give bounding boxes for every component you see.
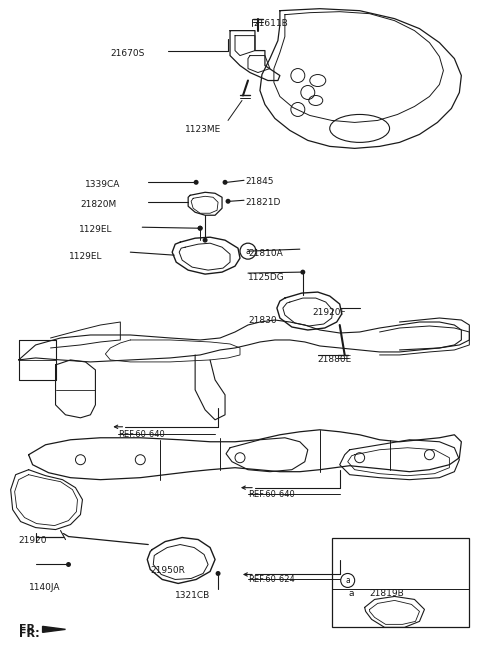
Text: 1339CA: 1339CA [85,181,121,189]
Bar [332,538,469,627]
Circle shape [203,237,207,243]
Text: FR.: FR. [19,625,39,634]
Text: 21810A: 21810A [248,249,283,258]
Text: 21819B: 21819B [370,589,404,598]
Text: 21920F: 21920F [313,308,347,317]
Circle shape [223,180,228,185]
Text: 1123ME: 1123ME [185,126,221,135]
Text: REF.60-640: REF.60-640 [119,430,165,439]
Text: 21670S: 21670S [110,48,145,58]
Text: 1129EL: 1129EL [78,225,112,234]
Text: FR.: FR. [19,629,39,640]
Polygon shape [43,627,65,632]
Text: 21830: 21830 [248,316,276,325]
Circle shape [216,571,220,576]
Text: 1140JA: 1140JA [29,583,60,593]
Text: 21820M: 21820M [81,200,117,209]
Text: a: a [345,576,350,585]
Text: 21821D: 21821D [245,198,280,207]
Text: 1321CB: 1321CB [175,591,210,600]
Circle shape [198,226,203,231]
Text: 21950R: 21950R [150,566,185,576]
Text: 21880E: 21880E [318,355,352,364]
Text: REF.60-640: REF.60-640 [248,490,295,498]
Circle shape [226,199,230,204]
Text: a: a [348,589,354,598]
Text: 21845: 21845 [245,177,274,186]
Text: 21920: 21920 [19,536,47,545]
Text: 1125DG: 1125DG [248,273,285,282]
Circle shape [198,226,203,231]
Text: 21611B: 21611B [253,19,288,27]
Text: a: a [246,247,251,256]
Circle shape [193,180,199,185]
Text: REF.60-624: REF.60-624 [248,576,295,585]
Text: 1129EL: 1129EL [69,252,102,261]
Circle shape [66,562,71,567]
Circle shape [300,269,305,275]
